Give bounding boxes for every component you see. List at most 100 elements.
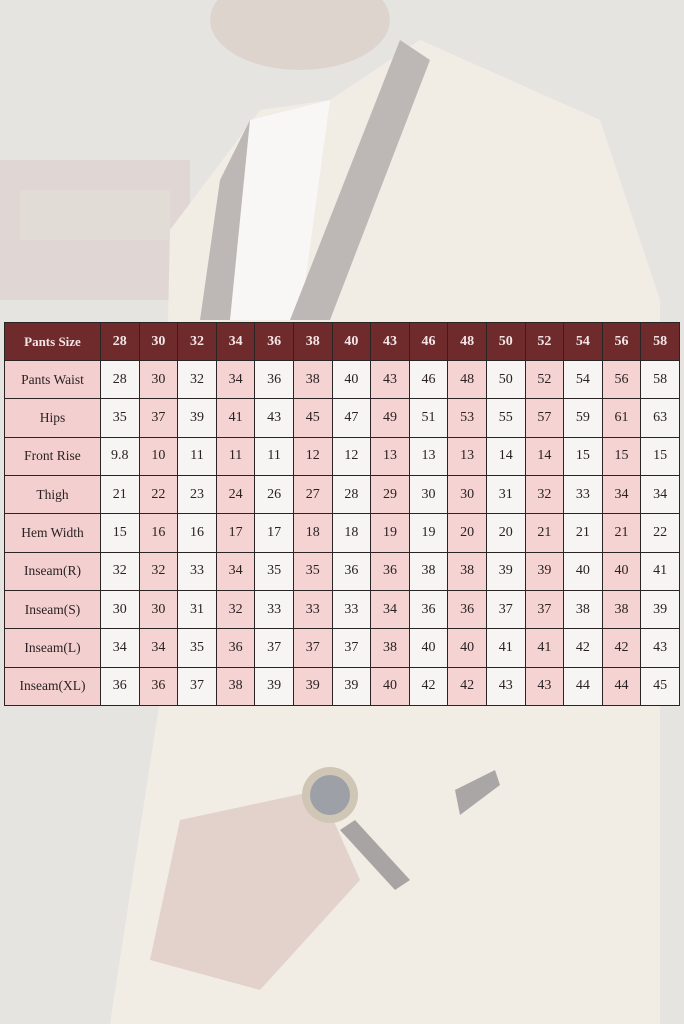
table-cell: 45 [292, 398, 333, 438]
table-cell: 12 [292, 436, 333, 476]
size-header: 28 [100, 322, 140, 361]
table-cell: 38 [447, 551, 487, 591]
table-cell: 19 [408, 513, 449, 553]
size-header: 34 [215, 322, 256, 361]
table-cell: 36 [447, 589, 487, 630]
table-cell: 24 [215, 474, 256, 515]
table-row: Inseam(XL) 36 36 37 38 39 39 39 40 42 42 43 43 44 44 45 [4, 666, 680, 707]
size-header: 43 [370, 322, 410, 361]
table-cell: 52 [524, 359, 565, 400]
table-cell: 28 [100, 359, 140, 400]
table-row: Front Rise 9.8 10 11 11 11 12 12 13 13 13 14 14 15 15 1… [4, 436, 680, 476]
table-cell: 30 [447, 474, 487, 515]
row-label: Thigh [4, 474, 101, 515]
table-cell: 10 [138, 436, 179, 476]
table-cell: 42 [447, 666, 487, 707]
table-cell: 41 [524, 628, 565, 668]
table-cell: 22 [138, 474, 179, 515]
table-cell: 34 [601, 474, 642, 515]
table-cell: 20 [447, 513, 487, 553]
table-cell: 34 [138, 628, 179, 668]
table-cell: 27 [292, 474, 333, 515]
table-cell: 32 [177, 359, 217, 400]
table-cell: 19 [370, 513, 410, 553]
pants-size-chart: Pants Size 28 30 32 34 36 38 40 43 46 48 50 52 54 56 5… [4, 322, 680, 707]
table-cell: 18 [292, 513, 333, 553]
table-cell: 56 [601, 359, 642, 400]
table-row: Pants Waist 28 30 32 34 36 38 40 43 46 48 50 52 54 56 5… [4, 359, 680, 400]
table-cell: 40 [601, 551, 642, 591]
table-cell: 37 [485, 589, 526, 630]
table-cell: 34 [370, 589, 410, 630]
row-label: Inseam(S) [4, 589, 101, 630]
table-cell: 39 [292, 666, 333, 707]
table-cell: 13 [370, 436, 410, 476]
table-cell: 47 [331, 398, 372, 438]
table-row: Hem Width 15 16 16 17 17 18 18 19 19 20 20 21 21 21 22 [4, 513, 680, 553]
table-cell: 11 [254, 436, 294, 476]
table-cell: 40 [447, 628, 487, 668]
table-cell: 36 [331, 551, 372, 591]
table-cell: 55 [485, 398, 526, 438]
table-cell: 33 [292, 589, 333, 630]
table-cell: 17 [254, 513, 294, 553]
table-cell: 54 [563, 359, 603, 400]
table-cell: 34 [640, 474, 680, 515]
table-cell: 30 [100, 589, 140, 630]
size-header: 40 [331, 322, 372, 361]
table-cell: 39 [254, 666, 294, 707]
table-cell: 49 [370, 398, 410, 438]
size-header: 46 [408, 322, 449, 361]
table-cell: 51 [408, 398, 449, 438]
table-cell: 39 [485, 551, 526, 591]
table-cell: 59 [563, 398, 603, 438]
table-cell: 32 [100, 551, 140, 591]
table-cell: 39 [177, 398, 217, 438]
table-cell: 39 [331, 666, 372, 707]
table-cell: 28 [331, 474, 372, 515]
table-cell: 40 [563, 551, 603, 591]
size-header: 38 [292, 322, 333, 361]
size-header: 54 [563, 322, 603, 361]
table-cell: 15 [640, 436, 680, 476]
table-cell: 33 [177, 551, 217, 591]
table-cell: 58 [640, 359, 680, 400]
table-cell: 42 [601, 628, 642, 668]
row-label: Front Rise [4, 436, 101, 476]
table-cell: 43 [485, 666, 526, 707]
table-cell: 40 [408, 628, 449, 668]
table-cell: 40 [370, 666, 410, 707]
table-cell: 33 [331, 589, 372, 630]
table-cell: 44 [563, 666, 603, 707]
table-row: Inseam(L) 34 34 35 36 37 37 37 38 40 40 41 41 42 42 43 [4, 628, 680, 668]
table-cell: 20 [485, 513, 526, 553]
table-cell: 38 [370, 628, 410, 668]
table-cell: 16 [138, 513, 179, 553]
table-row: Thigh 21 22 23 24 26 27 28 29 30 30 31 32 33 34 34 [4, 474, 680, 515]
table-cell: 42 [408, 666, 449, 707]
table-cell: 46 [408, 359, 449, 400]
table-cell: 21 [100, 474, 140, 515]
table-cell: 35 [254, 551, 294, 591]
table-cell: 32 [524, 474, 565, 515]
table-row: Hips 35 37 39 41 43 45 47 49 51 53 55 57 59 61 63 [4, 398, 680, 438]
table-cell: 42 [563, 628, 603, 668]
table-cell: 33 [254, 589, 294, 630]
table-cell: 29 [370, 474, 410, 515]
table-cell: 32 [215, 589, 256, 630]
table-cell: 18 [331, 513, 372, 553]
size-header: 52 [524, 322, 565, 361]
table-cell: 43 [370, 359, 410, 400]
size-header: 32 [177, 322, 217, 361]
table-cell: 37 [331, 628, 372, 668]
table-cell: 26 [254, 474, 294, 515]
table-cell: 38 [601, 589, 642, 630]
table-cell: 36 [138, 666, 179, 707]
table-cell: 36 [254, 359, 294, 400]
table-cell: 43 [640, 628, 680, 668]
size-header: 36 [254, 322, 294, 361]
size-header: 30 [138, 322, 179, 361]
header-row: Pants Size 28 30 32 34 36 38 40 43 46 48 50 52 54 56 5… [4, 322, 680, 361]
table-cell: 39 [640, 589, 680, 630]
table-cell: 15 [601, 436, 642, 476]
